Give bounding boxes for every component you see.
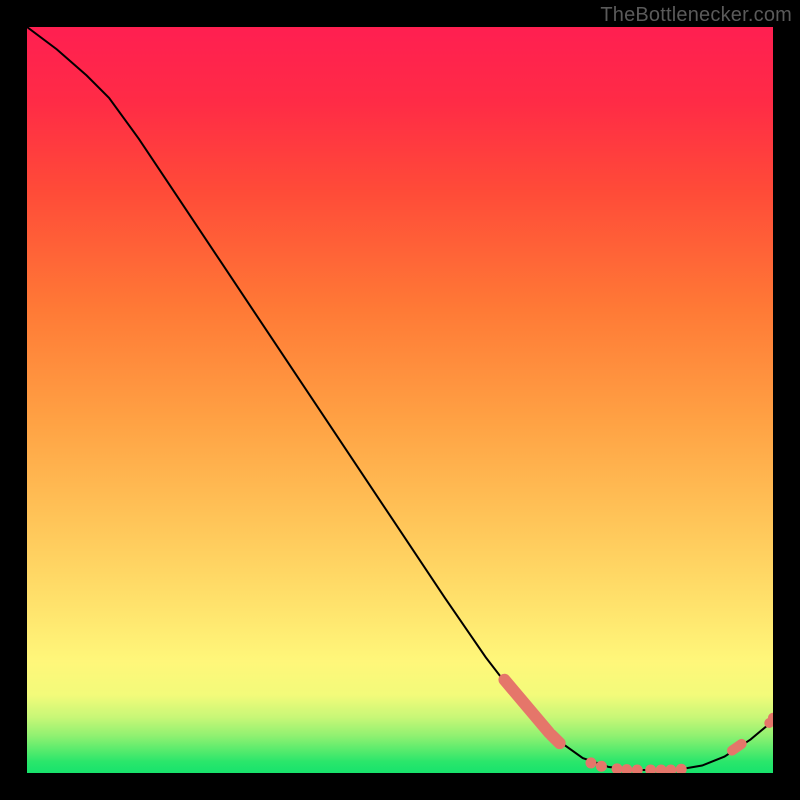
bottleneck-chart — [0, 0, 800, 800]
marker-segment — [732, 744, 742, 751]
watermark-text: TheBottlenecker.com — [600, 4, 792, 27]
chart-container: TheBottlenecker.com — [0, 0, 800, 800]
marker-dot — [596, 761, 607, 772]
marker-dot — [612, 763, 623, 774]
marker-dot — [585, 757, 596, 768]
marker-segment — [551, 735, 559, 743]
